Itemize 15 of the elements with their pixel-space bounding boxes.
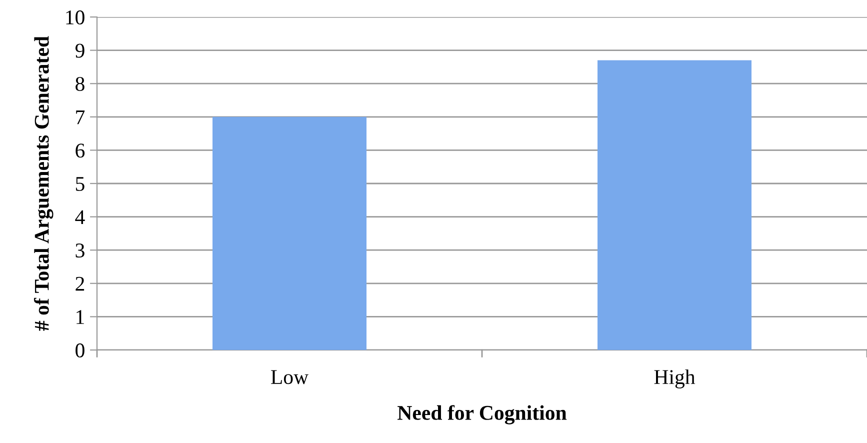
- x-tick-label: Low: [271, 370, 309, 384]
- x-tick-label: High: [654, 369, 696, 388]
- y-tick-label: 5: [76, 177, 84, 191]
- y-tick-label: 7: [76, 110, 85, 124]
- y-axis-title: # of Total Arguements Generated: [34, 36, 54, 331]
- y-tick-label: 4: [75, 210, 85, 224]
- y-tick-label: 10: [66, 10, 84, 24]
- y-tick-label: 8: [76, 76, 84, 92]
- y-tick-label: 2: [76, 276, 84, 291]
- y-tick-label: 3: [76, 244, 84, 258]
- x-axis-title: Need for Cognition: [398, 405, 567, 424]
- y-tick-label: 1: [76, 310, 84, 324]
- y-tick-label: 9: [75, 44, 84, 58]
- y-tick-label: 0: [76, 343, 84, 358]
- y-tick-label: 6: [76, 144, 85, 158]
